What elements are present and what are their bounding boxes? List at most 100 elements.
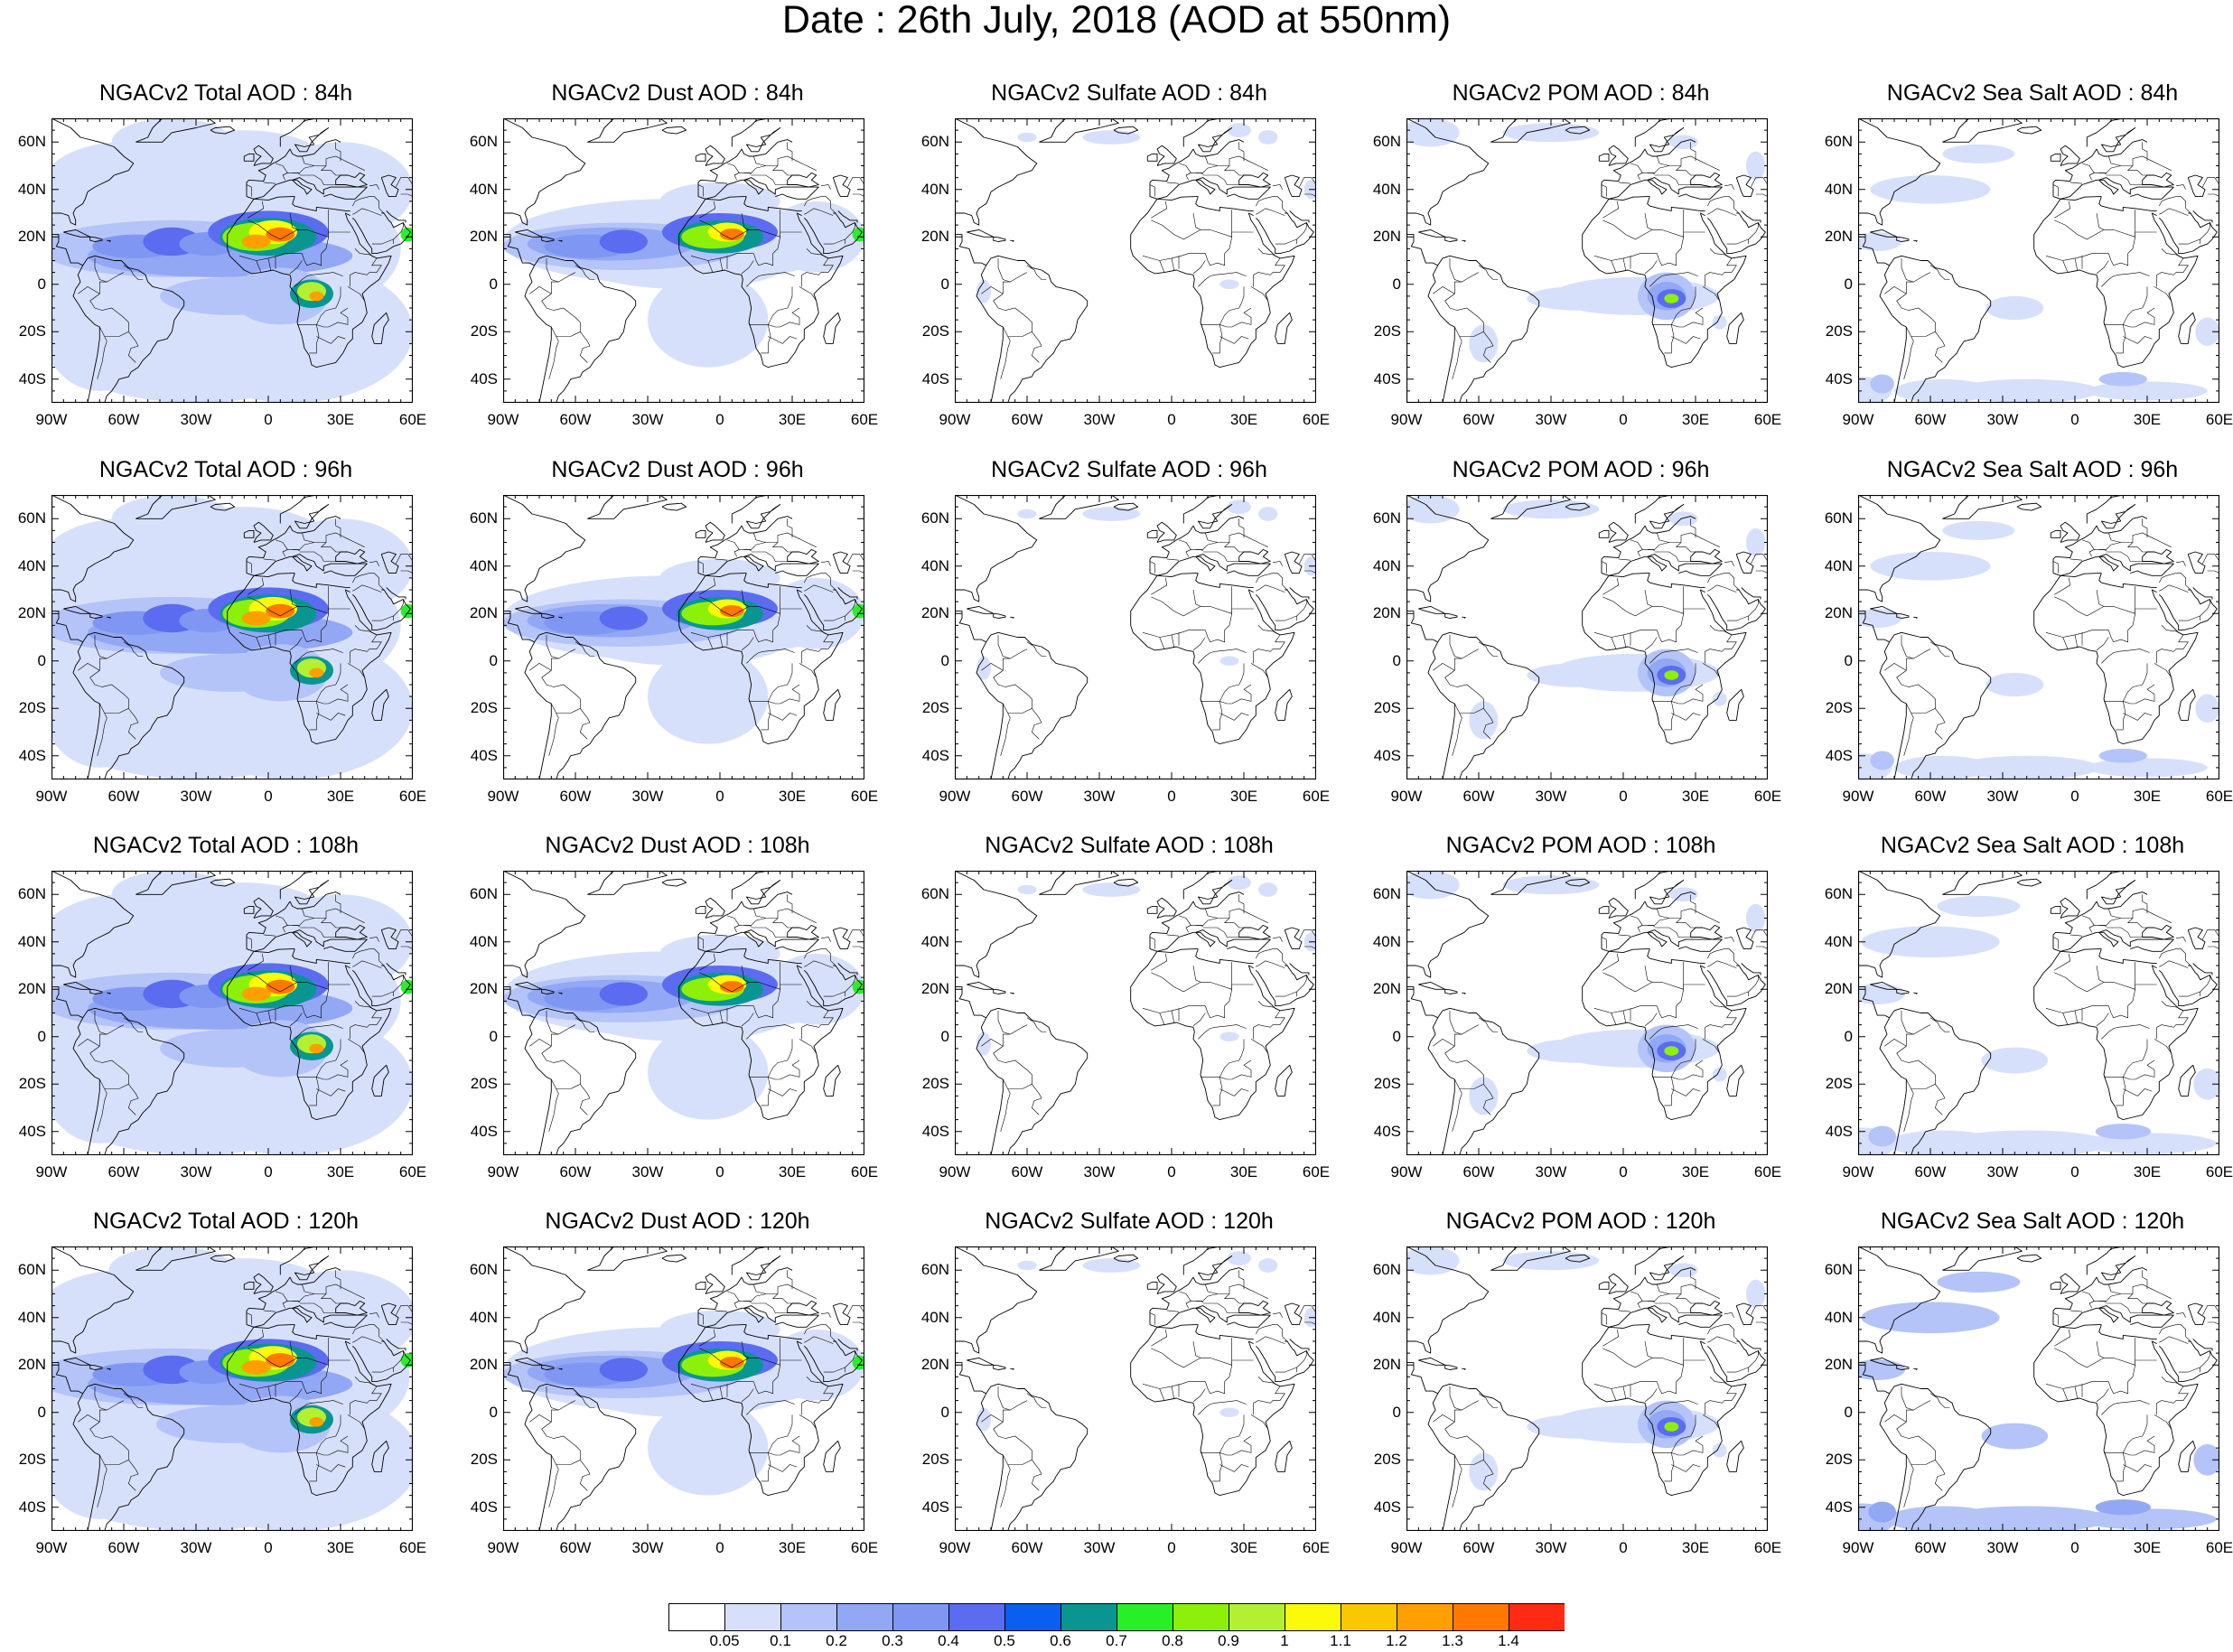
aod-contour <box>599 982 648 1006</box>
map-panel: NGACv2 Sulfate AOD : 96h 60N 40N 20N 0 20S 40S… <box>903 456 1355 826</box>
coastline <box>1913 992 1918 994</box>
border <box>94 1386 107 1411</box>
lat-tick-label: 0 <box>1392 651 1401 669</box>
border <box>575 641 595 657</box>
coastline <box>2060 573 2102 578</box>
border <box>2098 549 2107 551</box>
border <box>823 615 846 621</box>
border <box>743 549 752 551</box>
border <box>1644 965 1653 983</box>
border <box>997 1386 1011 1411</box>
border <box>1630 915 1643 933</box>
coastline <box>1010 239 1014 242</box>
coastline <box>1870 605 1898 614</box>
lat-tick-label: 20S <box>470 1451 498 1469</box>
lon-tick-label: 90W <box>1842 1539 1874 1556</box>
coastline <box>1149 891 1245 949</box>
border <box>799 663 817 678</box>
border <box>2200 222 2210 245</box>
coastline <box>955 1246 1038 1354</box>
coastline <box>976 1041 1004 1155</box>
border <box>1593 630 1658 638</box>
border <box>546 1010 559 1035</box>
coastline <box>796 965 825 1009</box>
border <box>2101 272 2150 287</box>
coastline <box>1444 1364 1458 1370</box>
lat-tick-label: 0 <box>940 1403 949 1421</box>
panel-title: NGACv2 Dust AOD : 96h <box>551 457 804 482</box>
coastline <box>1427 1041 1455 1155</box>
coastline <box>1039 118 1119 143</box>
border <box>2154 1414 2172 1430</box>
border <box>1299 1305 1316 1316</box>
border <box>1680 962 1684 1002</box>
border <box>1449 1010 1462 1035</box>
aod-contour <box>1502 123 1600 143</box>
coastlines <box>51 118 411 403</box>
lon-tick-label: 60E <box>1302 1163 1331 1181</box>
aod-contour <box>1746 151 1766 181</box>
border <box>1166 558 1180 561</box>
border <box>1265 960 1285 968</box>
border <box>1256 960 1266 967</box>
coastline <box>2086 871 2147 900</box>
border <box>94 634 107 659</box>
axis-ticks <box>503 871 864 1155</box>
country-borders <box>1433 1270 1768 1507</box>
border <box>1657 248 1682 266</box>
border <box>1724 196 1740 214</box>
border <box>352 573 370 583</box>
border <box>1272 184 1283 190</box>
border <box>1205 908 1218 919</box>
panel-title: NGACv2 Sulfate AOD : 108h <box>985 833 1274 858</box>
border <box>2202 1305 2219 1316</box>
border <box>823 238 846 245</box>
aod-contour <box>1219 279 1239 289</box>
coastlines <box>955 118 1314 403</box>
coastline <box>51 1246 135 1354</box>
border <box>2154 1039 2172 1054</box>
coastline <box>344 589 373 633</box>
axis-ticks <box>51 118 413 403</box>
figure-title: Date : 26th July, 2018 (AOD at 550nm) <box>781 0 1452 42</box>
border <box>316 713 346 721</box>
lon-tick-label: 60W <box>1914 411 1947 428</box>
coastline <box>253 948 295 954</box>
coastline <box>135 495 216 519</box>
lon-tick-label: 30E <box>1681 1163 1710 1181</box>
border <box>847 929 864 940</box>
coastline <box>386 210 406 223</box>
coastline <box>1430 641 1439 667</box>
coastline <box>1462 239 1466 242</box>
border <box>1657 155 1669 166</box>
aod-contour <box>659 934 780 973</box>
lat-tick-label: 20S <box>1373 699 1401 717</box>
coastline <box>695 529 706 538</box>
border <box>352 584 363 592</box>
border <box>2106 927 2143 938</box>
border <box>767 1414 793 1456</box>
border <box>2156 272 2183 287</box>
border <box>741 1340 750 1358</box>
border <box>1675 542 1696 553</box>
border <box>1142 630 1206 638</box>
coastline <box>1601 1267 1696 1325</box>
border <box>1178 1291 1191 1309</box>
border <box>369 937 379 942</box>
panel-title: NGACv2 POM AOD : 84h <box>1452 80 1710 106</box>
country-borders <box>529 142 864 379</box>
lon-tick-label: 30W <box>1083 788 1116 805</box>
border <box>1198 1024 1247 1040</box>
border <box>1630 1291 1643 1309</box>
border <box>1611 1388 1617 1401</box>
panel-title: NGACv2 Sulfate AOD : 96h <box>991 457 1267 482</box>
border <box>127 331 139 363</box>
lat-tick-label: 40S <box>470 746 498 764</box>
country-borders <box>981 1270 1316 1507</box>
border <box>2168 960 2189 968</box>
border <box>2159 1324 2177 1335</box>
border <box>1250 1039 1268 1054</box>
border <box>548 1454 559 1507</box>
border <box>741 1388 754 1403</box>
border <box>821 573 836 591</box>
